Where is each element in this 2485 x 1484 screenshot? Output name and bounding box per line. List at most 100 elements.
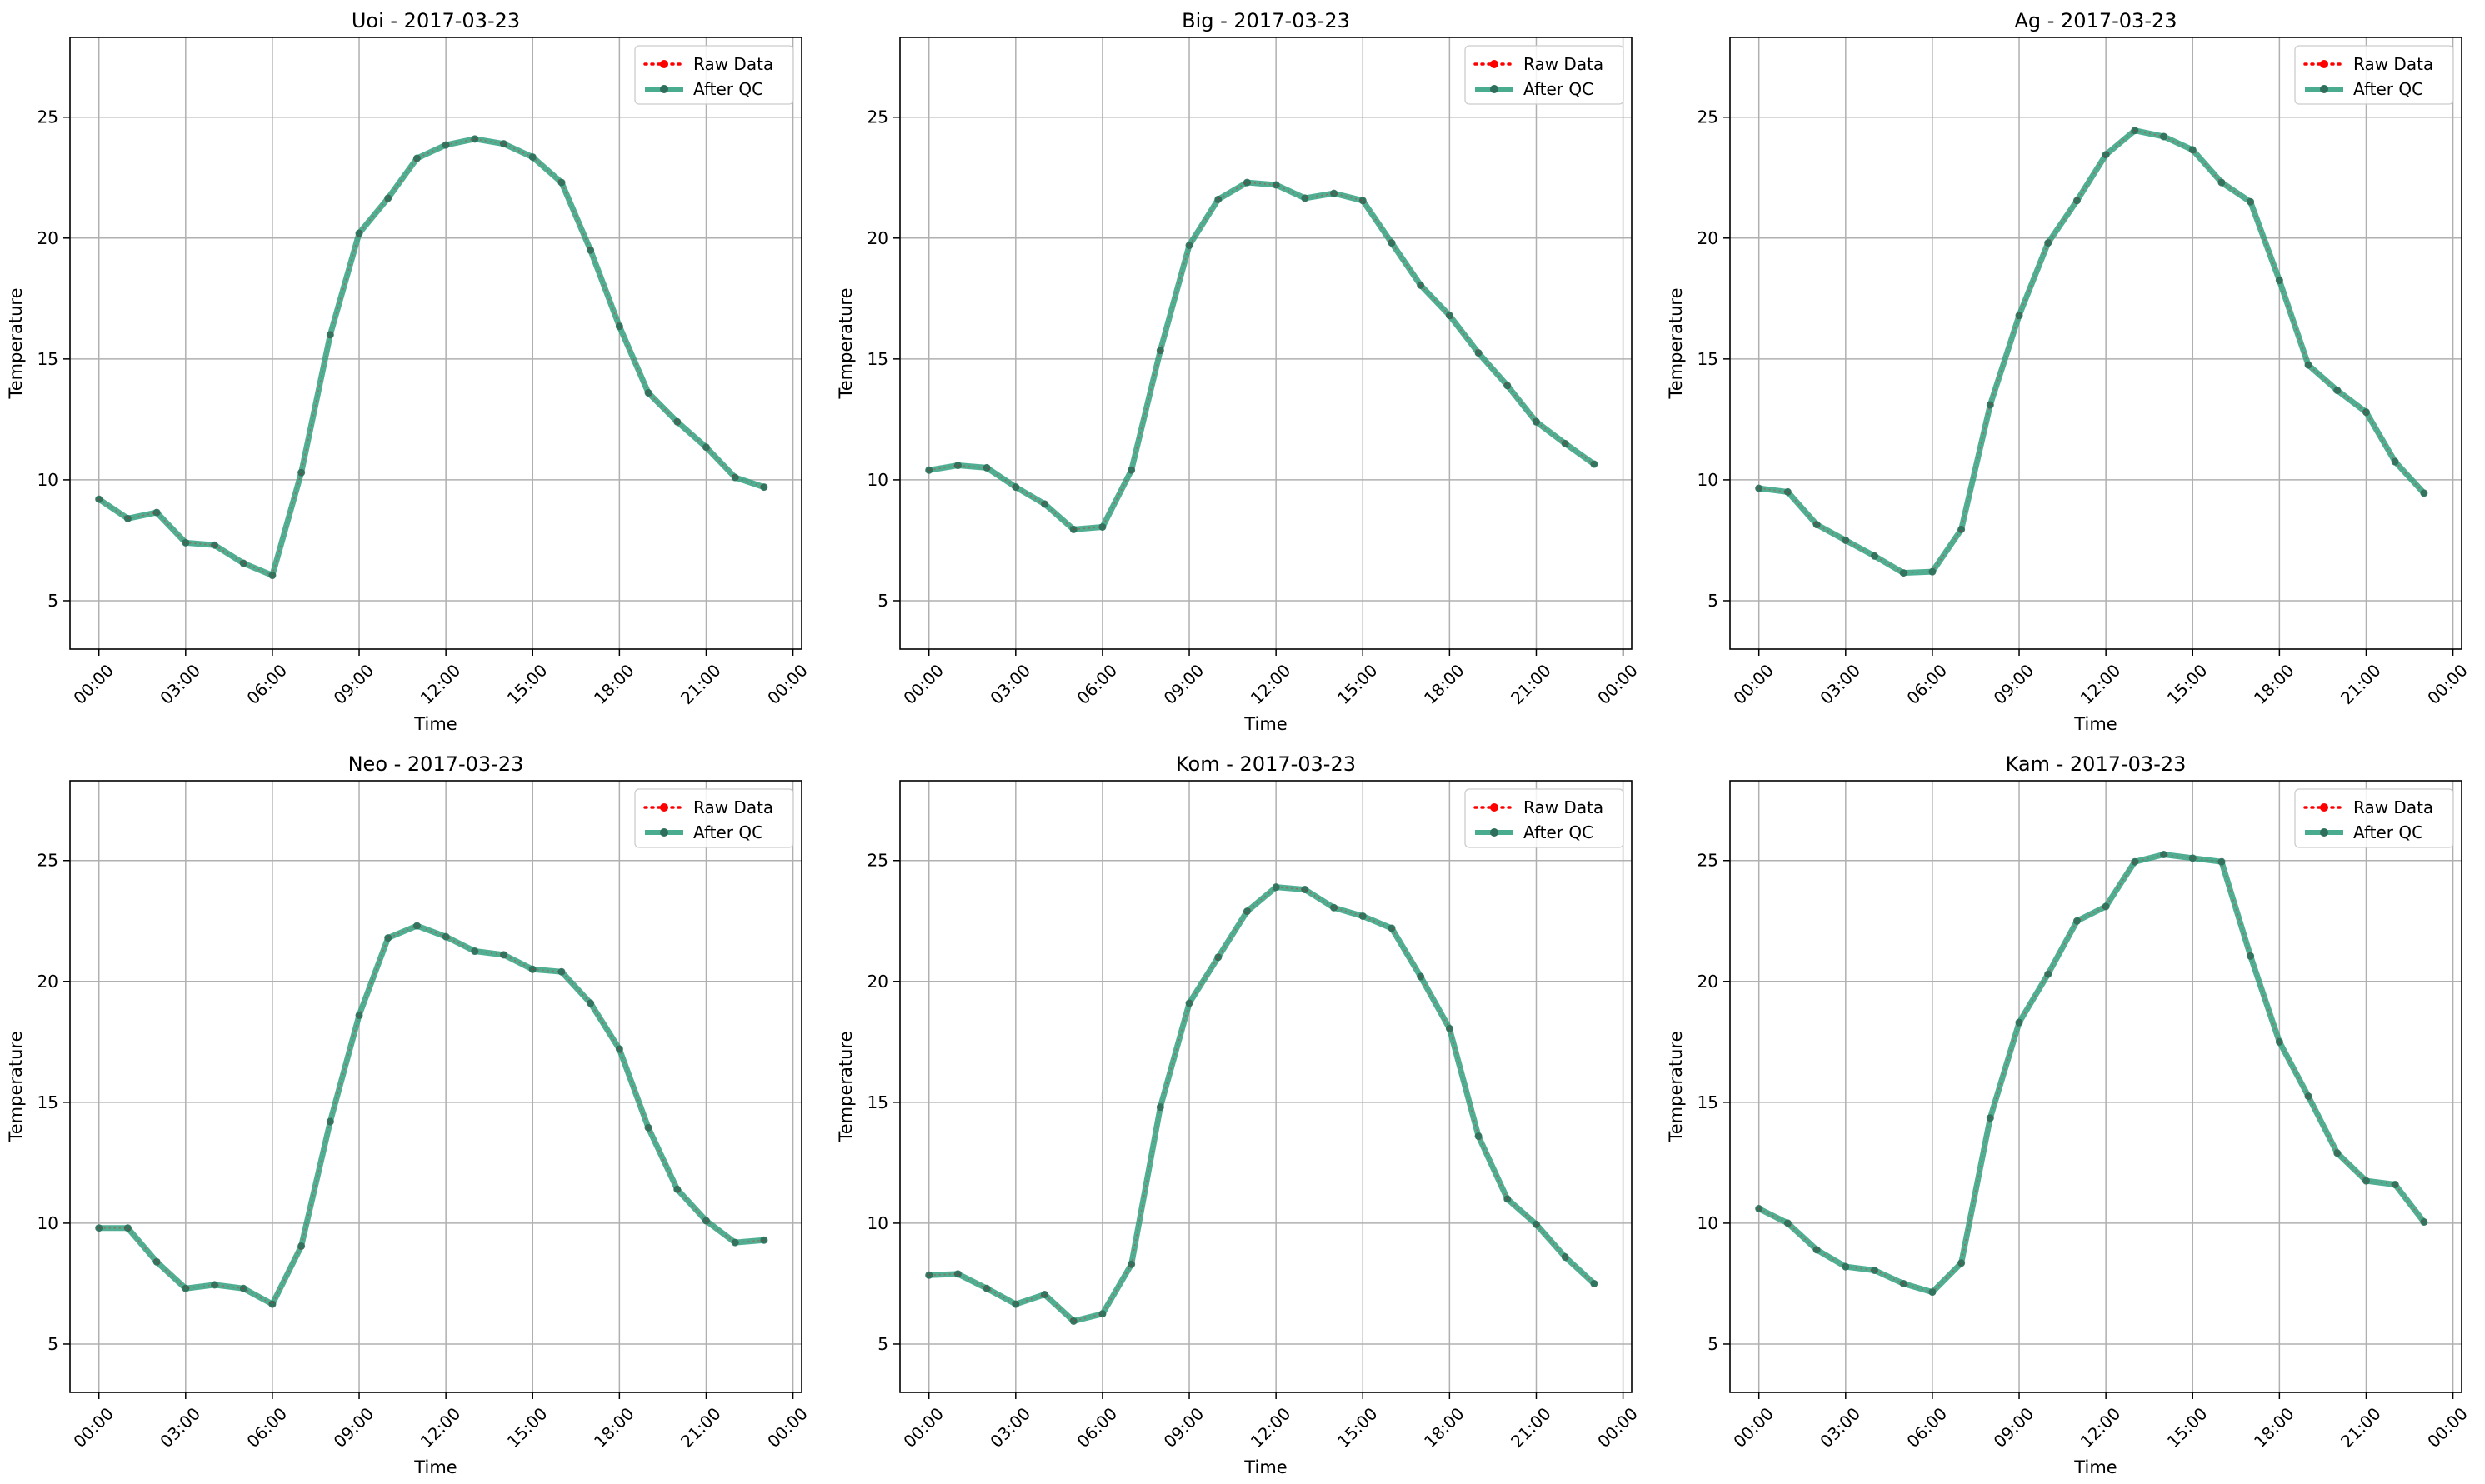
after-qc-point	[760, 483, 768, 492]
legend-qc-label: After QC	[2353, 79, 2423, 99]
y-tick-label: 10	[38, 470, 58, 490]
after-qc-point	[731, 1238, 739, 1247]
legend-qc-marker	[1490, 828, 1498, 837]
after-qc-point	[1388, 239, 1396, 247]
x-tick-label: 06:00	[1902, 1403, 1951, 1452]
chart-title: Kam - 2017-03-23	[2006, 752, 2187, 776]
after-qc-point	[1812, 521, 1821, 529]
legend-qc-marker	[660, 828, 668, 837]
y-tick-label: 20	[38, 228, 58, 248]
y-tick-label: 20	[1698, 972, 1718, 992]
after-qc-point	[2391, 1180, 2399, 1188]
x-axis-label: Time	[413, 1457, 457, 1477]
after-qc-point	[982, 1284, 991, 1292]
after-qc-point	[953, 1270, 962, 1278]
after-qc-point	[326, 331, 334, 339]
after-qc-point	[1590, 1279, 1598, 1287]
after-qc-point	[298, 468, 306, 477]
after-qc-point	[268, 1300, 277, 1308]
after-qc-point	[2391, 457, 2399, 466]
x-tick-label: 00:00	[899, 660, 948, 708]
after-qc-point	[1098, 1310, 1107, 1318]
after-qc-point	[1417, 281, 1425, 289]
after-qc-point	[412, 922, 421, 930]
after-qc-point	[1445, 312, 1453, 320]
y-tick-label: 5	[878, 591, 888, 611]
x-tick-label: 03:00	[986, 660, 1034, 708]
after-qc-point	[1783, 1219, 1792, 1227]
after-qc-point	[925, 1271, 933, 1279]
chart-title: Kom - 2017-03-23	[1176, 752, 1356, 776]
after-qc-point	[528, 965, 537, 973]
after-qc-point	[95, 495, 103, 503]
after-qc-point	[558, 178, 566, 187]
after-qc-point	[2275, 1037, 2283, 1046]
after-qc-point	[2044, 970, 2052, 978]
x-tick-label: 00:00	[69, 660, 118, 708]
after-qc-point	[1098, 522, 1107, 531]
series-after-qc-line	[96, 922, 768, 1307]
legend-qc-label: After QC	[1523, 79, 1593, 99]
after-qc-point	[1214, 953, 1222, 962]
after-qc-point	[2015, 312, 2023, 320]
x-tick-label: 09:00	[1160, 1403, 1208, 1452]
x-tick-label: 00:00	[2423, 660, 2472, 708]
after-qc-point	[1128, 1260, 1136, 1268]
after-qc-point	[1958, 1259, 1966, 1267]
x-tick-label: 12:00	[2077, 660, 2125, 708]
after-qc-point	[1185, 999, 1193, 1007]
y-tick-label: 25	[38, 851, 58, 871]
after-qc-point	[211, 541, 219, 549]
after-qc-point	[2333, 1149, 2342, 1157]
series-raw-data-line	[98, 138, 765, 577]
y-tick-label: 10	[868, 1213, 888, 1233]
after-qc-point	[1755, 1205, 1763, 1213]
legend-qc-label: After QC	[1523, 822, 1593, 842]
x-tick-label: 00:00	[1593, 1403, 1642, 1452]
after-qc-point	[644, 1123, 652, 1132]
after-qc-point	[644, 388, 652, 397]
legend-raw-label: Raw Data	[693, 54, 773, 74]
chart-panel: Uoi - 2017-03-23 5 10 15 20 25 00:00 03:00 06:00…	[6, 9, 812, 734]
after-qc-point	[2131, 127, 2139, 135]
y-tick-label: 20	[868, 228, 888, 248]
plot-frame	[1729, 780, 2462, 1393]
after-qc-point	[1755, 484, 1763, 492]
after-qc-point	[123, 514, 132, 522]
y-axis-label: Temperature	[1666, 1031, 1686, 1142]
legend-qc-label: After QC	[693, 822, 763, 842]
x-tick-label: 21:00	[677, 660, 725, 708]
y-tick-label: 15	[1698, 1092, 1718, 1112]
legend-qc-label: After QC	[693, 79, 763, 99]
x-tick-label: 15:00	[1333, 660, 1382, 708]
after-qc-point	[1156, 1103, 1164, 1112]
x-tick-label: 00:00	[2423, 1403, 2472, 1452]
after-qc-point	[1532, 417, 1540, 426]
after-qc-point	[268, 572, 277, 580]
after-qc-point	[2102, 902, 2110, 911]
after-qc-point	[587, 246, 595, 254]
after-qc-point	[615, 322, 623, 331]
after-qc-point	[2072, 917, 2081, 925]
y-tick-label: 10	[1698, 470, 1718, 490]
x-tick-label: 03:00	[1816, 1403, 1864, 1452]
x-tick-label: 06:00	[1072, 660, 1121, 708]
y-tick-label: 15	[38, 1092, 58, 1112]
after-qc-point	[1474, 349, 1482, 357]
plot-frame	[69, 37, 802, 650]
x-tick-label: 12:00	[2077, 1403, 2125, 1452]
after-qc-point	[500, 951, 508, 959]
y-tick-label: 15	[38, 349, 58, 369]
after-qc-point	[1012, 483, 1020, 492]
x-tick-label: 18:00	[2250, 1403, 2298, 1452]
after-qc-point	[1041, 1291, 1049, 1299]
y-tick-label: 25	[38, 107, 58, 127]
after-qc-point	[1928, 1288, 1937, 1297]
chart-title: Ag - 2017-03-23	[2014, 9, 2177, 32]
chart-panel: Kam - 2017-03-23 5 10 15 20 25 00:00 03:00 06:00…	[1666, 752, 2472, 1477]
x-tick-label: 21:00	[2337, 660, 2385, 708]
after-qc-point	[1871, 1266, 1879, 1274]
legend-qc-marker	[2320, 85, 2328, 93]
after-qc-point	[1445, 1024, 1453, 1032]
